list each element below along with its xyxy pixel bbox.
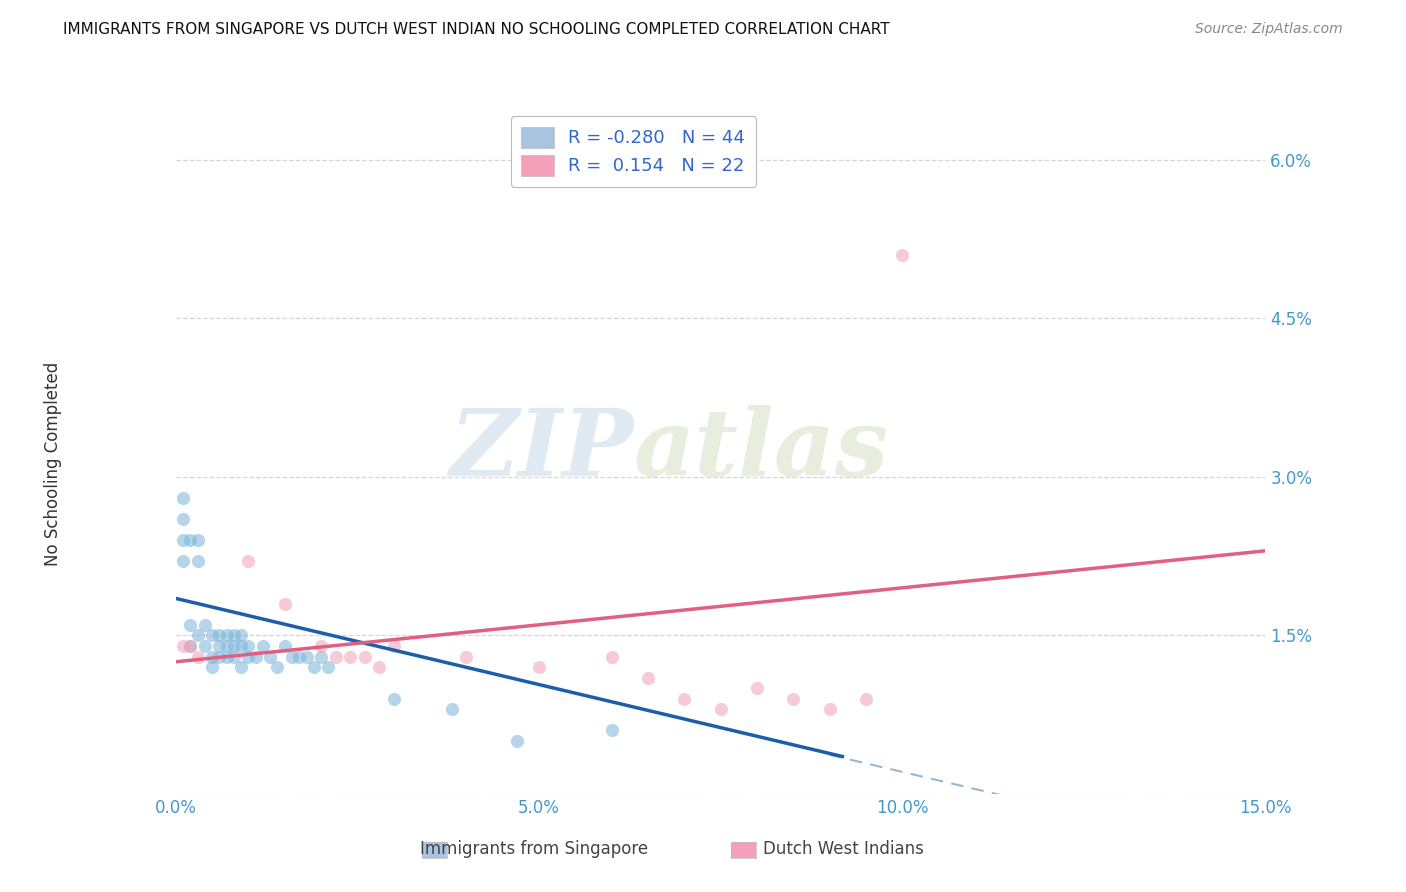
Point: [201, 660, 224, 674]
Point: [506, 734, 529, 748]
Point: [259, 649, 281, 664]
Point: [382, 639, 405, 653]
Point: [222, 639, 245, 653]
Point: [215, 628, 238, 642]
Point: [281, 649, 304, 664]
Point: [186, 628, 209, 642]
Point: [318, 660, 340, 674]
Point: [745, 681, 768, 696]
Point: [201, 649, 224, 664]
Point: [238, 649, 260, 664]
Point: [309, 639, 332, 653]
Point: [274, 597, 297, 611]
Point: [456, 649, 478, 664]
Point: [179, 639, 201, 653]
Point: [172, 639, 194, 653]
Point: [527, 660, 550, 674]
Point: [238, 554, 260, 568]
Point: [440, 702, 463, 716]
Point: [295, 649, 318, 664]
Point: [891, 248, 914, 262]
Point: [245, 649, 267, 664]
Point: [288, 649, 311, 664]
Legend: R = -0.280   N = 44, R =  0.154   N = 22: R = -0.280 N = 44, R = 0.154 N = 22: [510, 116, 756, 186]
Point: [238, 639, 260, 653]
Point: [637, 671, 659, 685]
Point: [855, 691, 877, 706]
Point: [600, 649, 623, 664]
Point: [172, 533, 194, 548]
Point: [325, 649, 347, 664]
Text: IMMIGRANTS FROM SINGAPORE VS DUTCH WEST INDIAN NO SCHOOLING COMPLETED CORRELATIO: IMMIGRANTS FROM SINGAPORE VS DUTCH WEST …: [63, 22, 890, 37]
Point: [353, 649, 375, 664]
Text: atlas: atlas: [633, 406, 889, 495]
Point: [179, 533, 201, 548]
Point: [215, 639, 238, 653]
Point: [382, 691, 405, 706]
Point: [818, 702, 841, 716]
Point: [222, 628, 245, 642]
Point: [231, 660, 253, 674]
Point: [172, 512, 194, 526]
Point: [208, 649, 231, 664]
Text: Dutch West Indians: Dutch West Indians: [763, 840, 924, 858]
Point: [368, 660, 391, 674]
Point: [710, 702, 733, 716]
Point: [194, 639, 217, 653]
Point: [274, 639, 297, 653]
Point: [194, 617, 217, 632]
Point: [201, 628, 224, 642]
Point: [172, 491, 194, 505]
Point: [186, 649, 209, 664]
Point: [172, 554, 194, 568]
Point: [179, 639, 201, 653]
Point: [309, 649, 332, 664]
Point: [231, 628, 253, 642]
Point: [782, 691, 804, 706]
Point: [266, 660, 288, 674]
Point: [600, 723, 623, 738]
Text: Source: ZipAtlas.com: Source: ZipAtlas.com: [1195, 22, 1343, 37]
Point: [208, 639, 231, 653]
Point: [208, 628, 231, 642]
Point: [252, 639, 274, 653]
Point: [215, 649, 238, 664]
Point: [302, 660, 325, 674]
Point: [179, 617, 201, 632]
Point: [186, 554, 209, 568]
Point: [222, 649, 245, 664]
Point: [339, 649, 361, 664]
Point: [231, 639, 253, 653]
Text: No Schooling Completed: No Schooling Completed: [45, 362, 62, 566]
Point: [186, 533, 209, 548]
Text: ZIP: ZIP: [449, 406, 633, 495]
Text: Immigrants from Singapore: Immigrants from Singapore: [420, 840, 648, 858]
Point: [673, 691, 696, 706]
